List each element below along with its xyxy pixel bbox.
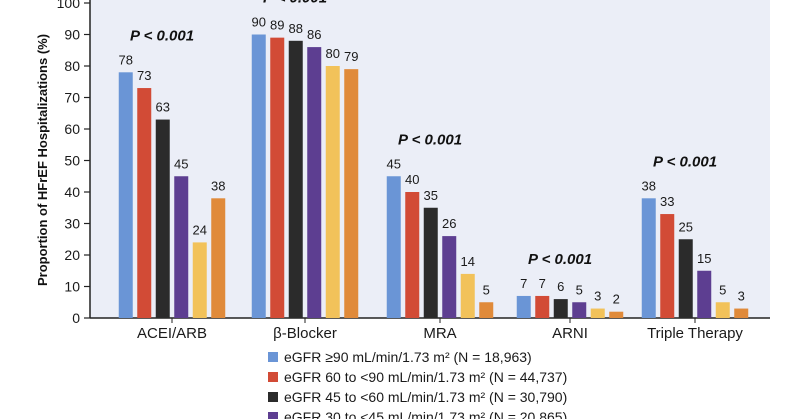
bar-value-label: 63 xyxy=(156,100,170,115)
bar xyxy=(386,176,401,318)
y-tick-label: 100 xyxy=(57,0,81,11)
x-category-label: β-Blocker xyxy=(273,325,337,342)
bar-value-label: 14 xyxy=(461,254,475,269)
bar xyxy=(155,119,170,318)
bar-value-label: 80 xyxy=(326,46,340,61)
p-value-annotation: P < 0.001 xyxy=(528,251,592,268)
x-category-label: ACEI/ARB xyxy=(137,325,207,342)
bar-value-label: 79 xyxy=(344,49,358,64)
bar xyxy=(344,69,359,319)
bar xyxy=(697,270,712,318)
x-category-label: Triple Therapy xyxy=(647,325,743,342)
x-category-label: ARNI xyxy=(552,325,588,342)
bar xyxy=(641,198,656,318)
y-tick-label: 30 xyxy=(64,216,80,232)
bar xyxy=(572,302,587,318)
bar-value-label: 5 xyxy=(483,282,490,297)
bar-value-label: 45 xyxy=(387,156,401,171)
bar xyxy=(553,299,568,318)
y-tick-label: 70 xyxy=(64,90,80,106)
bar-value-label: 2 xyxy=(613,292,620,307)
p-value-annotation: P < 0.001 xyxy=(653,153,717,170)
bar-value-label: 6 xyxy=(557,279,564,294)
bar xyxy=(137,88,152,318)
legend-swatch xyxy=(268,392,278,402)
p-value-annotation: P < 0.001 xyxy=(130,27,194,44)
y-axis-label: Proportion of HFrEF Hospitalizations (%) xyxy=(35,34,50,286)
y-tick-label: 40 xyxy=(64,184,80,200)
bar xyxy=(460,273,475,318)
bar-value-label: 15 xyxy=(697,251,711,266)
p-value-annotation: P < 0.001 xyxy=(263,0,327,7)
bar xyxy=(660,214,675,318)
y-tick-label: 50 xyxy=(64,153,80,169)
bar xyxy=(192,242,207,318)
legend-entry-label: eGFR ≥90 mL/min/1.73 m² (N = 18,963) xyxy=(284,349,532,365)
bar-value-label: 7 xyxy=(539,276,546,291)
bar xyxy=(307,47,322,318)
x-category-label: MRA xyxy=(423,325,456,342)
bar xyxy=(535,295,550,318)
legend-swatch xyxy=(268,372,278,382)
bar xyxy=(442,236,457,318)
bar-value-label: 25 xyxy=(679,219,693,234)
bar-value-label: 7 xyxy=(520,276,527,291)
bar xyxy=(174,176,189,318)
legend-swatch xyxy=(268,412,278,419)
legend-swatch xyxy=(268,352,278,362)
y-tick-label: 10 xyxy=(64,279,80,295)
bar xyxy=(211,198,226,318)
bar-value-label: 45 xyxy=(174,156,188,171)
bar-value-label: 33 xyxy=(660,194,674,209)
bar-value-label: 26 xyxy=(442,216,456,231)
legend-entry-label: eGFR 60 to <90 mL/min/1.73 m² (N = 44,73… xyxy=(284,369,567,385)
bar xyxy=(251,34,266,318)
bar-value-label: 35 xyxy=(424,188,438,203)
y-tick-label: 60 xyxy=(64,121,80,137)
bar-value-label: 90 xyxy=(252,15,266,30)
bar xyxy=(423,207,438,318)
bar-value-label: 78 xyxy=(119,52,133,67)
y-tick-label: 80 xyxy=(64,58,80,74)
bar-value-label: 38 xyxy=(211,178,225,193)
legend-entry-label: eGFR 30 to <45 mL/min/1.73 m² (N = 20,86… xyxy=(284,409,567,419)
bar-value-label: 73 xyxy=(137,68,151,83)
bar xyxy=(479,302,494,318)
bar-value-label: 5 xyxy=(719,282,726,297)
bar xyxy=(609,311,624,318)
bar-value-label: 40 xyxy=(405,172,419,187)
bar xyxy=(288,40,303,319)
y-tick-label: 0 xyxy=(72,310,80,326)
bar xyxy=(118,72,133,318)
y-tick-label: 20 xyxy=(64,247,80,263)
bar xyxy=(590,308,605,318)
bar xyxy=(325,66,340,318)
bar-value-label: 3 xyxy=(594,289,601,304)
bar-value-label: 24 xyxy=(193,222,207,237)
bar-value-label: 5 xyxy=(576,282,583,297)
legend-entry-label: eGFR 45 to <60 mL/min/1.73 m² (N = 30,79… xyxy=(284,389,567,405)
bar xyxy=(405,192,420,318)
bar-value-label: 38 xyxy=(642,178,656,193)
bar-value-label: 89 xyxy=(270,18,284,33)
bar xyxy=(715,302,730,318)
bar xyxy=(270,37,285,319)
p-value-annotation: P < 0.001 xyxy=(398,131,462,148)
bar xyxy=(678,239,693,318)
bar xyxy=(516,295,531,318)
y-tick-label: 90 xyxy=(64,27,80,43)
bar-value-label: 88 xyxy=(289,21,303,36)
bar-value-label: 3 xyxy=(738,289,745,304)
bar xyxy=(734,308,749,318)
bar-value-label: 86 xyxy=(307,27,321,42)
